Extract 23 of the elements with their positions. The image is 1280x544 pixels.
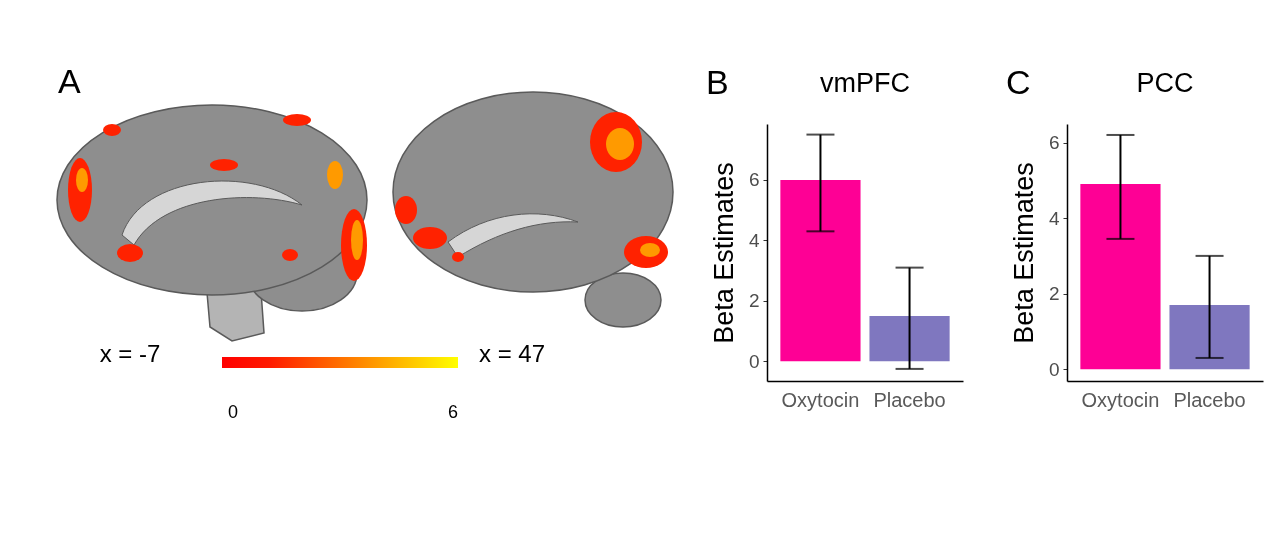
y-tick-label: 6 <box>1048 132 1060 154</box>
x-tick-label: Placebo <box>873 388 946 411</box>
y-tick-label: 2 <box>1048 283 1060 305</box>
text: A <box>58 62 81 100</box>
text: C <box>1006 63 1031 101</box>
y-axis-title: Beta Estimates <box>1008 162 1039 344</box>
y-tick-label: 4 <box>748 229 760 251</box>
x-tick-label: Oxytocin <box>781 388 860 411</box>
chart-title: PCC <box>1136 68 1194 98</box>
y-tick-label: 4 <box>1048 207 1060 229</box>
text: 0 <box>227 402 239 422</box>
text: 6 <box>447 402 459 422</box>
text: B <box>706 63 729 101</box>
chart-title: vmPFC <box>820 68 910 98</box>
x-tick-label: Oxytocin <box>1081 388 1160 411</box>
x-tick-label: Placebo <box>1173 388 1246 411</box>
text: x = -7 <box>99 340 161 367</box>
y-axis-title: Beta Estimates <box>708 162 739 344</box>
y-tick-label: 0 <box>1048 358 1060 380</box>
text: x = 47 <box>478 340 546 367</box>
y-tick-label: 6 <box>748 169 760 191</box>
y-tick-label: 2 <box>748 290 760 312</box>
y-tick-label: 0 <box>748 350 760 372</box>
